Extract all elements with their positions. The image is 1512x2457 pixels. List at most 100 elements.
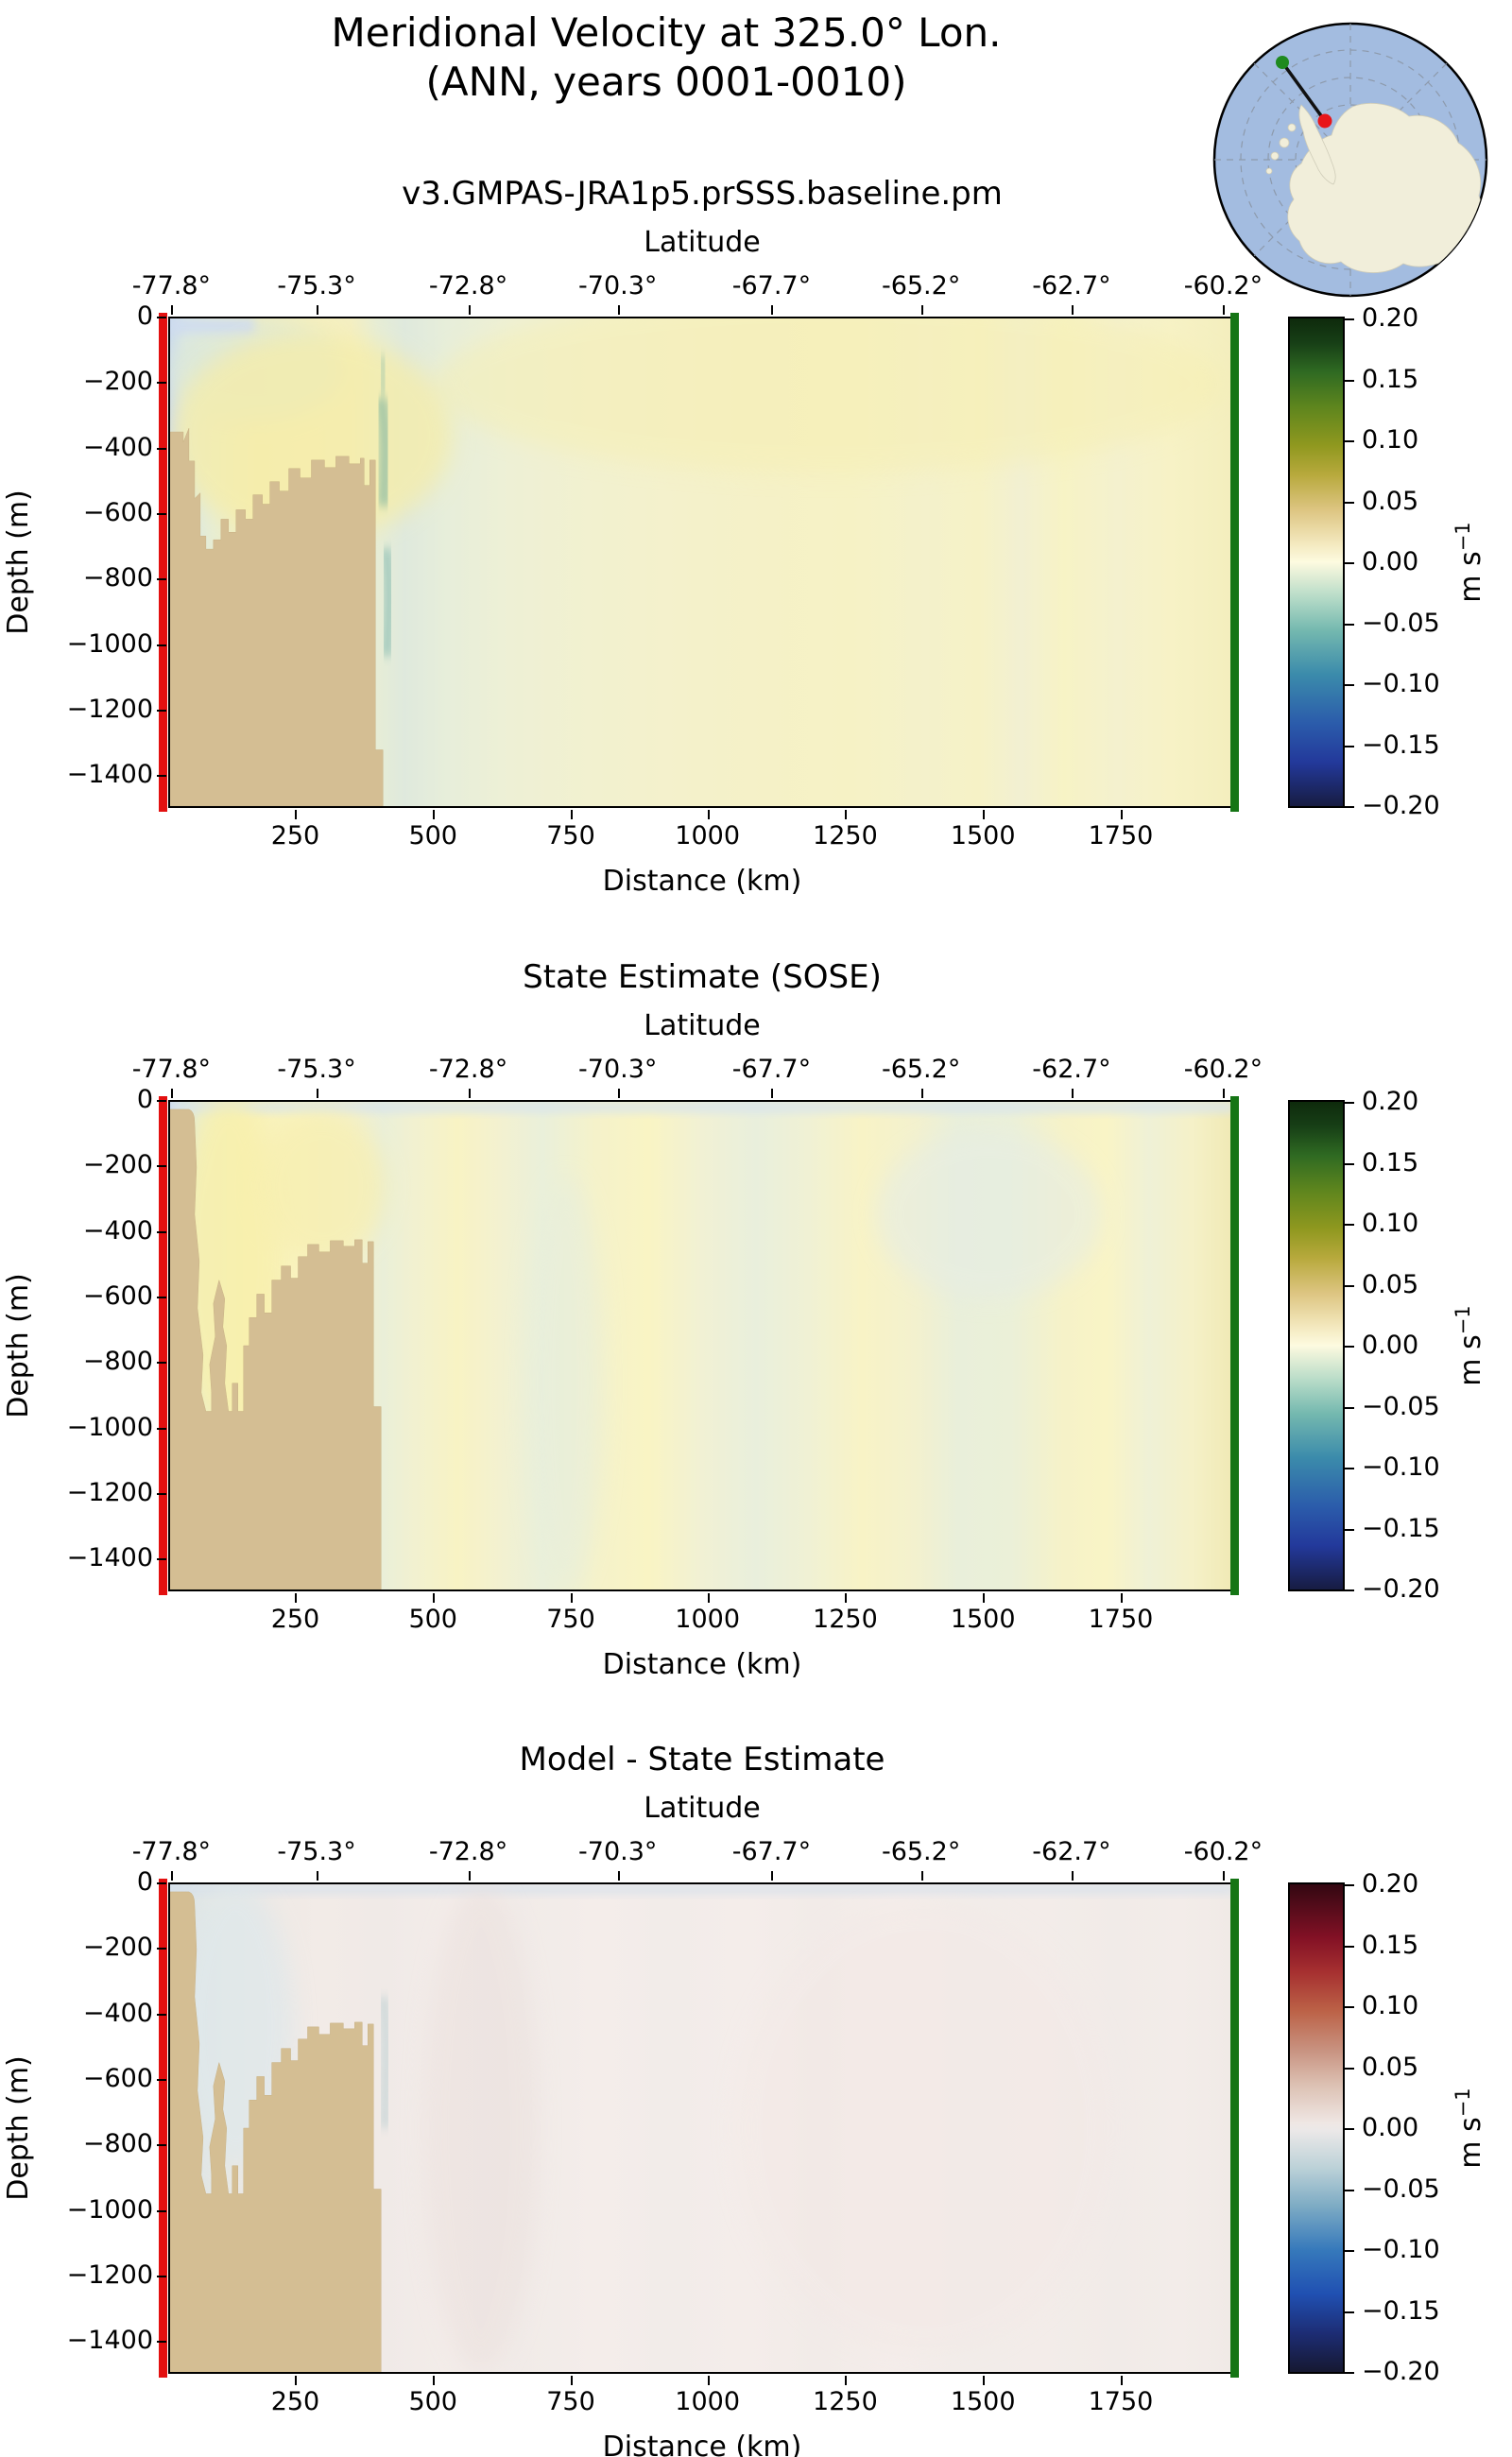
latitude-tick: [1223, 305, 1226, 315]
latitude-tick: [1071, 1089, 1074, 1098]
latitude-tick: [771, 1871, 774, 1881]
latitude-tick-label: -60.2°: [1183, 1837, 1263, 1866]
distance-tick-label: 1250: [813, 2387, 878, 2416]
depth-tick: [157, 1882, 166, 1884]
distance-tick-label: 750: [546, 2387, 595, 2416]
depth-tick-label: −200: [82, 1150, 153, 1180]
colorbar-tick-label: 0.20: [1362, 1869, 1419, 1899]
latitude-tick-label: -65.2°: [881, 1055, 961, 1084]
latitude-tick-label: -77.8°: [131, 271, 212, 301]
latitude-tick: [1071, 305, 1074, 315]
distance-tick: [983, 810, 986, 819]
colorbar-tick: [1345, 1528, 1354, 1531]
colorbar-tick-label: −0.10: [1362, 1452, 1440, 1482]
latitude-tick-label: -60.2°: [1183, 271, 1263, 301]
depth-tick-label: 0: [136, 301, 153, 331]
latitude-tick: [171, 1089, 174, 1098]
velocity-section-sose: [168, 1100, 1236, 1591]
depth-tick: [157, 2276, 166, 2277]
latitude-tick-label: -65.2°: [881, 1837, 961, 1866]
distance-tick-label: 250: [270, 2387, 320, 2416]
colorbar-tick-label: 0.20: [1362, 303, 1419, 333]
transect-line: [1280, 60, 1327, 123]
panel-model: v3.GMPAS-JRA1p5.prSSS.baseline.pm Latitu…: [2, 175, 1487, 898]
latitude-tick-label: -75.3°: [277, 271, 356, 301]
distance-tick: [707, 1593, 710, 1603]
colorbar-tick: [1345, 2189, 1354, 2191]
colorbar-tick-label: −0.15: [1362, 1513, 1440, 1543]
depth-tick-label: −1400: [66, 2326, 153, 2356]
velocity-field-sose: [170, 1102, 1234, 1589]
colorbar-tick: [1345, 1945, 1354, 1948]
colorbar-balance: 0.20 0.15 0.10 0.05 0.00 −0.05 −0.10 −0.…: [1288, 1869, 1487, 2386]
depth-tick: [157, 578, 166, 581]
latitude-axis-label: Latitude: [644, 1792, 761, 1825]
depth-tick: [157, 2144, 166, 2147]
colorbar-tick-label: −0.15: [1362, 2295, 1440, 2326]
depth-tick: [157, 382, 166, 385]
latitude-tick: [317, 1871, 319, 1881]
latitude-tick-label: -65.2°: [881, 271, 961, 301]
colorbar-tick: [1345, 1346, 1354, 1348]
distance-tick: [571, 2376, 573, 2385]
depth-tick-label: −600: [82, 498, 153, 527]
bathymetry-mask: [170, 1891, 382, 2372]
transect-end-line-green: [1230, 313, 1239, 812]
depth-tick: [157, 1558, 166, 1561]
latitude-tick: [468, 305, 471, 315]
latitude-tick-label: -67.7°: [731, 271, 812, 301]
panel-difference: Model - State Estimate Latitude -77.8° -…: [2, 1741, 1487, 2457]
surface-band: [170, 1884, 1234, 1894]
distance-axis-label: Distance (km): [602, 1648, 802, 1681]
velocity-section-model: [168, 317, 1236, 808]
depth-tick-label: −200: [82, 1933, 153, 1963]
latitude-tick-label: -72.8°: [428, 271, 508, 301]
latitude-tick: [617, 305, 620, 315]
latitude-tick: [1071, 1871, 1074, 1881]
colorbar-tick: [1345, 684, 1354, 686]
distance-tick-label: 1000: [675, 1605, 740, 1634]
transect-end-line-green: [1230, 1096, 1239, 1595]
latitude-tick: [771, 1089, 774, 1098]
depth-tick: [157, 1230, 166, 1233]
depth-tick-label: −400: [82, 1998, 153, 2028]
depth-tick-label: −1000: [66, 2194, 153, 2225]
depth-tick-label: −600: [82, 2064, 153, 2093]
depth-tick-label: −1400: [66, 760, 153, 790]
depth-tick: [157, 317, 166, 318]
colorbar-tick: [1345, 1162, 1354, 1165]
depth-tick: [157, 644, 166, 646]
distance-axis-label: Distance (km): [602, 2431, 802, 2457]
latitude-tick-label: -72.8°: [428, 1055, 508, 1084]
depth-axis-label: Depth (m): [2, 1273, 35, 1418]
distance-tick-label: 1000: [675, 821, 740, 850]
colorbar-tick-label: 0.15: [1362, 1930, 1419, 1960]
colorbar-tick-label: 0.15: [1362, 364, 1419, 394]
distance-tick-label: 1750: [1088, 821, 1154, 850]
velocity-field-difference: [170, 1884, 1234, 2372]
colorbar-tick-label: −0.15: [1362, 730, 1440, 760]
negative-velocity-streak: [381, 547, 394, 657]
distance-tick-label: 750: [546, 1605, 595, 1634]
distance-tick: [845, 810, 848, 819]
distance-tick-label: 1250: [813, 1605, 878, 1634]
depth-tick: [157, 1948, 166, 1950]
colorbar-tick: [1345, 806, 1354, 808]
distance-tick: [1120, 1593, 1123, 1603]
transect-start-line-red: [159, 1096, 167, 1595]
colorbar-tick-label: −0.10: [1362, 2235, 1440, 2264]
latitude-tick-label: -70.3°: [578, 1837, 658, 1866]
colorbar-tick-label: 0.00: [1362, 2113, 1419, 2142]
depth-tick: [157, 2209, 166, 2212]
depth-tick: [157, 2341, 166, 2344]
distance-tick-label: 500: [408, 821, 457, 850]
distance-tick-label: 1750: [1088, 1605, 1154, 1634]
depth-tick-label: −1200: [66, 2260, 153, 2290]
colorbar-tick: [1345, 623, 1354, 626]
depth-tick: [157, 1427, 166, 1430]
colorbar-tick: [1345, 1884, 1354, 1886]
depth-tick: [157, 1362, 166, 1365]
depth-tick-label: −1200: [66, 1478, 153, 1507]
latitude-tick: [317, 1089, 319, 1098]
